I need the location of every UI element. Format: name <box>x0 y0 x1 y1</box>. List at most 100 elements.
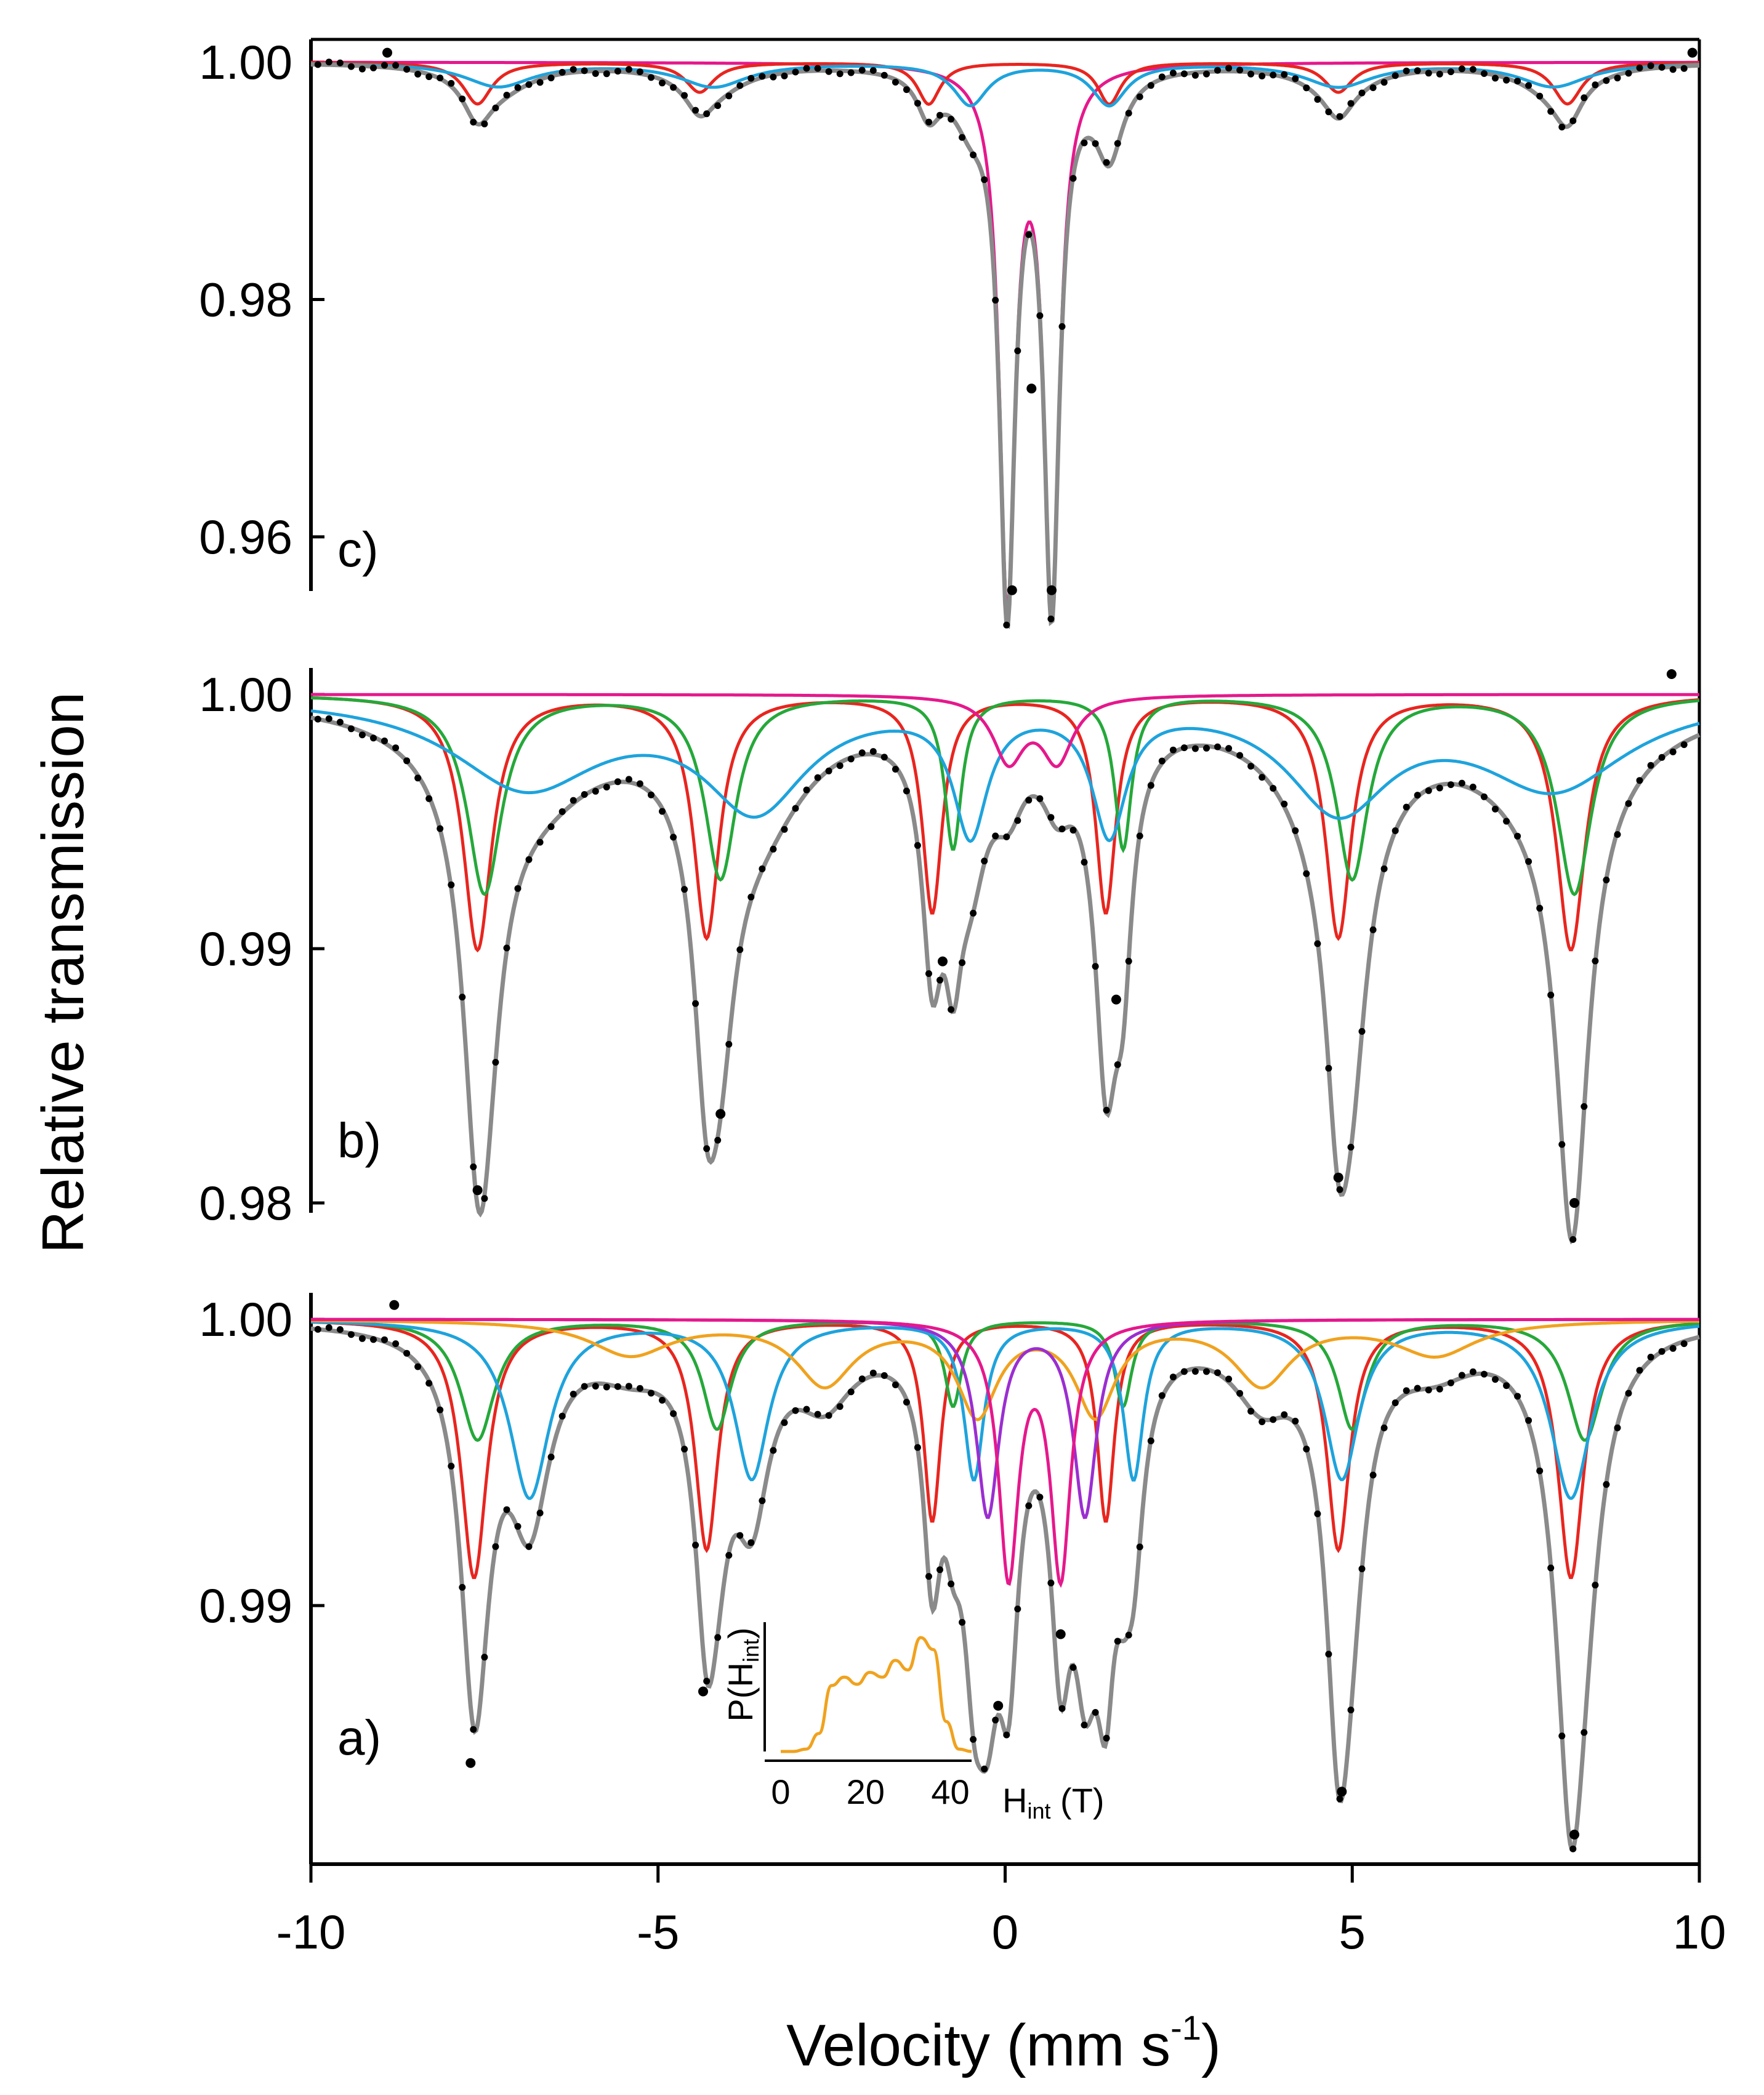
data-point <box>825 68 832 75</box>
component-sextet-blue <box>310 1320 1700 1500</box>
data-point <box>803 65 810 72</box>
data-point <box>1425 787 1432 794</box>
data-point <box>525 81 533 88</box>
data-point <box>1191 1368 1199 1375</box>
data-point <box>1625 1389 1632 1397</box>
data-point <box>1158 757 1166 765</box>
x-tick-label: 10 <box>1673 1905 1726 1959</box>
component-doublet-pink <box>311 1317 1699 1588</box>
data-point <box>1558 1141 1566 1148</box>
x-axis-title-close: ) <box>1201 2013 1221 2078</box>
data-point <box>1270 1416 1277 1423</box>
data-point <box>492 1543 499 1550</box>
data-point <box>1303 870 1310 877</box>
data-point <box>814 65 821 72</box>
component-sextet-green <box>311 1320 1700 1442</box>
data-point <box>1281 1411 1288 1418</box>
data-point <box>914 100 921 107</box>
y-tick-label: 0.98 <box>199 1176 292 1230</box>
panel-c: 1.00 0.98 0.96 c) <box>199 35 1700 629</box>
data-point <box>781 826 788 833</box>
data-point-outlier <box>1055 1629 1066 1639</box>
data-point <box>1347 100 1355 107</box>
data-point <box>936 111 943 119</box>
data-point <box>914 842 921 849</box>
data-point <box>1481 70 1488 77</box>
data-point <box>936 1566 943 1574</box>
data-point <box>1259 1418 1266 1425</box>
data-point <box>1569 1236 1577 1243</box>
data-point <box>681 1446 688 1453</box>
data-point-outlier <box>472 1185 483 1196</box>
data-point-outlier <box>1333 1172 1343 1183</box>
data-point <box>470 118 477 126</box>
data-point <box>1391 827 1399 834</box>
data-point <box>425 1380 433 1387</box>
inset-x-title-sub: int <box>1027 1798 1050 1824</box>
data-point <box>1380 1424 1388 1431</box>
data-point <box>1003 833 1010 840</box>
data-point <box>1069 1664 1077 1671</box>
data-point <box>1225 1375 1233 1383</box>
data-point <box>869 67 877 74</box>
data-point <box>1125 1631 1132 1639</box>
total-fit-curve <box>310 715 1701 1245</box>
data-point <box>1114 1638 1121 1645</box>
data-point <box>714 1634 722 1641</box>
data-point <box>581 67 588 74</box>
data-point <box>1247 70 1255 78</box>
inset-x-tick-label: 40 <box>931 1772 969 1811</box>
data-point <box>1336 1186 1343 1193</box>
data-point <box>1081 1721 1088 1729</box>
data-point <box>448 79 455 87</box>
data-point <box>836 70 844 78</box>
inset-x-tick-label: 0 <box>771 1772 790 1811</box>
data-point <box>759 1497 766 1505</box>
data-point <box>970 1735 977 1743</box>
data-point <box>492 1059 499 1066</box>
data-point <box>836 762 844 770</box>
data-point <box>1214 743 1221 750</box>
data-point-outlier <box>1111 994 1121 1005</box>
data-point <box>1391 72 1399 79</box>
data-point-outlier <box>1666 669 1677 679</box>
data-point <box>1270 785 1277 792</box>
data-point <box>1236 752 1244 759</box>
data-point <box>903 86 910 94</box>
inset-y-title-close: ) <box>721 1627 760 1639</box>
data-point <box>1458 779 1465 787</box>
data-point <box>592 70 599 77</box>
data-point <box>792 68 799 76</box>
data-point <box>692 107 699 114</box>
data-point <box>425 795 433 802</box>
data-point <box>1458 65 1465 73</box>
data-point <box>1147 1438 1154 1444</box>
data-point <box>1614 74 1621 82</box>
data-point <box>1014 347 1021 355</box>
data-point <box>470 1726 477 1733</box>
data-point <box>1314 940 1321 947</box>
data-point <box>759 73 766 80</box>
data-point <box>547 823 555 830</box>
data-point <box>1469 1368 1476 1375</box>
data-point <box>880 71 888 79</box>
data-point <box>325 715 332 722</box>
data-point <box>1247 1407 1255 1415</box>
data-point <box>992 297 999 304</box>
data-point <box>636 1385 643 1392</box>
data-point <box>336 718 344 726</box>
data-point <box>1414 67 1421 74</box>
data-point <box>1492 74 1499 82</box>
data-point <box>1558 123 1566 131</box>
data-point <box>703 1678 711 1685</box>
data-point <box>1114 140 1121 147</box>
data-point <box>1047 615 1055 622</box>
data-point <box>547 74 555 82</box>
data-point <box>358 731 366 739</box>
data-point <box>347 63 355 70</box>
y-tick-label: 0.99 <box>199 1578 292 1633</box>
data-point <box>392 62 400 69</box>
data-point <box>981 858 988 865</box>
data-point <box>1481 1370 1488 1378</box>
data-point <box>1658 1348 1665 1355</box>
